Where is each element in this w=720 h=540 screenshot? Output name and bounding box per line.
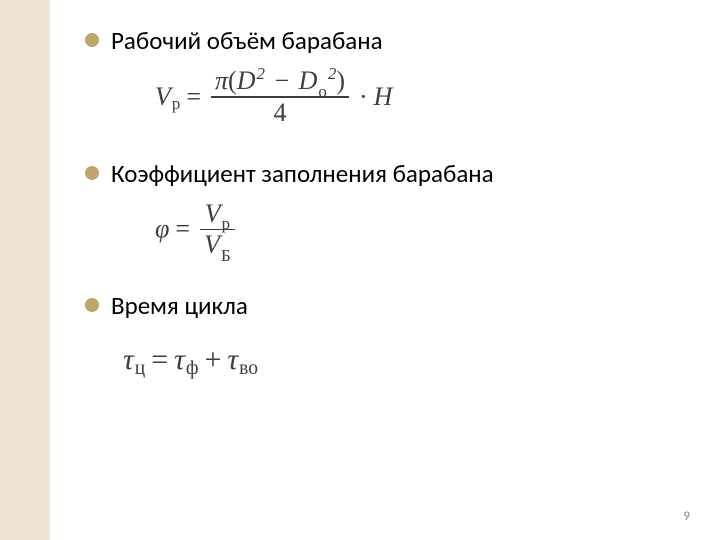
formula-3-block: τц = τф + τво — [123, 343, 685, 377]
bullet-item-2: Коэффициент заполнения барабана — [85, 158, 685, 189]
f2-den-V: V — [204, 230, 220, 259]
f1-D: D — [237, 66, 256, 95]
bullet-dot-icon — [85, 33, 99, 47]
f2-numerator: Vр — [201, 199, 234, 229]
formula-1-block: Vр = π(D2 − Dо2) 4 · H — [155, 66, 685, 127]
f2-num-V: V — [205, 199, 221, 228]
minus-sign: − — [274, 66, 289, 95]
formula-2-block: φ = Vр VБ — [155, 199, 685, 260]
bullet-text-1: Рабочий объём барабана — [111, 25, 383, 56]
f1-lhs-sub: р — [172, 94, 180, 114]
f3-lhs-sub: ц — [135, 358, 145, 380]
bullet-item-1: Рабочий объём барабана — [85, 25, 685, 56]
f3-r2-sub: во — [239, 358, 258, 380]
equals-sign: = — [175, 214, 190, 244]
formula-3: τц = τф + τво — [123, 343, 685, 377]
bullet-text-3: Время цикла — [111, 290, 248, 321]
f1-numerator: π(D2 − Dо2) — [211, 66, 349, 96]
formula-1: Vр = π(D2 − Dо2) 4 · H — [155, 66, 685, 127]
f1-fraction: π(D2 − Dо2) 4 — [211, 66, 349, 127]
pi-symbol: π — [215, 66, 228, 95]
f3-tau-vo: τ — [227, 343, 238, 377]
f2-num-sub: р — [222, 214, 230, 233]
f1-Do: D — [299, 66, 318, 95]
bullet-text-2: Коэффициент заполнения барабана — [111, 158, 494, 189]
f1-D-sup: 2 — [257, 64, 265, 83]
left-accent-bar — [0, 0, 50, 540]
f1-H: H — [374, 82, 393, 112]
formula-2: φ = Vр VБ — [155, 199, 685, 260]
f1-lhs-var: V — [155, 82, 171, 112]
page-number: 9 — [683, 509, 690, 524]
f2-fraction: Vр VБ — [200, 199, 235, 260]
slide-content: Рабочий объём барабана Vр = π(D2 − Dо2) … — [85, 25, 685, 407]
equals-sign: = — [151, 343, 168, 377]
f2-phi: φ — [155, 214, 169, 244]
bullet-item-3: Время цикла — [85, 290, 685, 321]
plus-sign: + — [205, 343, 222, 377]
f3-tau-f: τ — [174, 343, 185, 377]
f1-Do-sub: о — [318, 82, 326, 101]
dot-operator: · — [359, 82, 368, 112]
f2-denominator: VБ — [200, 230, 235, 260]
bullet-dot-icon — [85, 298, 99, 312]
f1-denominator: 4 — [270, 98, 291, 128]
f2-den-sub: Б — [221, 246, 231, 265]
f3-r1-sub: ф — [186, 358, 199, 380]
equals-sign: = — [186, 82, 201, 112]
f1-Do-sup: 2 — [328, 64, 336, 83]
bullet-dot-icon — [85, 166, 99, 180]
f3-tau-c: τ — [123, 343, 134, 377]
